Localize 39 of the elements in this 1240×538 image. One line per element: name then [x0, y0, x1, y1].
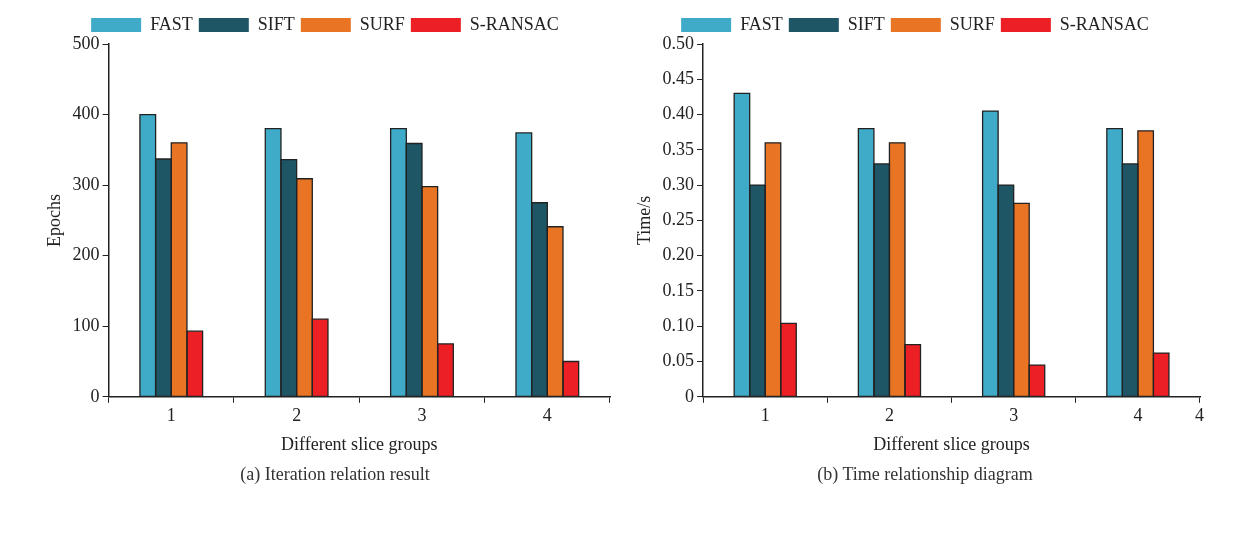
legend-label: SIFT	[257, 13, 295, 34]
y-tick-label: 0	[90, 385, 100, 406]
x-tick-label: 4	[542, 405, 552, 426]
legend-label: S-RANSAC	[469, 13, 559, 34]
y-tick-label: 300	[72, 173, 100, 194]
x-tick-label: 2	[884, 405, 894, 426]
y-tick-label: 0.50	[662, 32, 695, 53]
y-axis-title: Epochs	[43, 193, 64, 247]
x-axis-title: Different slice groups	[873, 433, 1030, 454]
y-axis-title: Time/s	[633, 195, 654, 246]
y-tick-label: 0.40	[662, 103, 695, 124]
y-tick-label: 0.25	[662, 209, 695, 230]
y-tick-label: 0.30	[662, 173, 695, 194]
x-tick-label: 1	[760, 405, 770, 426]
text: (b) Time relationship diagram	[816, 464, 1034, 485]
y-tick-label: 400	[72, 103, 100, 124]
x-tick-label: 1	[166, 405, 176, 426]
y-tick-label: 0.20	[662, 244, 695, 265]
legend-label: S-RANSAC	[1059, 13, 1149, 34]
y-tick-label: 200	[72, 244, 100, 265]
legend-label: FAST	[150, 13, 193, 34]
y-tick-label: 0.10	[662, 314, 695, 335]
y-tick-label: 0.15	[662, 279, 695, 300]
legend-label: SIFT	[847, 13, 885, 34]
x-tick-label: 3	[417, 405, 427, 426]
y-tick-label: 500	[72, 32, 100, 53]
x-tick-label: 2	[292, 405, 302, 426]
text: (a) Iteration relation result	[239, 464, 431, 485]
y-tick-label: 0.45	[662, 68, 695, 89]
legend-label: SURF	[949, 13, 995, 34]
x-tick-label: 4	[1133, 405, 1143, 426]
y-tick-label: 0.05	[662, 350, 695, 371]
x-tick-label: 3	[1009, 405, 1019, 426]
y-tick-label: 0.35	[662, 138, 695, 159]
y-tick-label: 0	[685, 385, 695, 406]
legend-label: SURF	[359, 13, 405, 34]
y-tick-label: 100	[72, 314, 100, 335]
x-axis-title: Different slice groups	[280, 433, 438, 454]
legend-label: FAST	[740, 13, 783, 34]
